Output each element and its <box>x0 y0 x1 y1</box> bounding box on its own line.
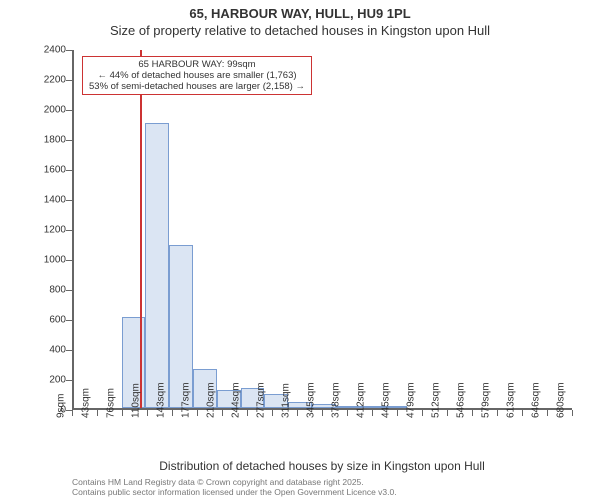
y-tick-mark <box>66 290 72 291</box>
title-line2: Size of property relative to detached ho… <box>0 23 600 38</box>
y-tick-label: 200 <box>26 375 66 386</box>
y-tick-mark <box>66 140 72 141</box>
y-tick-label: 1800 <box>26 135 66 146</box>
title-block: 65, HARBOUR WAY, HULL, HU9 1PL Size of p… <box>0 6 600 38</box>
x-tick-label: 110sqm <box>131 383 142 418</box>
y-tick-mark <box>66 320 72 321</box>
x-tick-label: 646sqm <box>531 382 542 418</box>
x-axis-label: Distribution of detached houses by size … <box>72 459 572 473</box>
x-tick-mark <box>347 410 348 416</box>
x-tick-mark <box>247 410 248 416</box>
y-tick-label: 2000 <box>26 105 66 116</box>
annotation-box: 65 HARBOUR WAY: 99sqm ← 44% of detached … <box>82 56 312 95</box>
footer-line1: Contains HM Land Registry data © Crown c… <box>72 477 397 487</box>
x-tick-label: 311sqm <box>281 383 292 418</box>
chart-container: 65, HARBOUR WAY, HULL, HU9 1PL Size of p… <box>0 0 600 500</box>
x-tick-mark <box>372 410 373 416</box>
y-tick-label: 2400 <box>26 45 66 56</box>
x-tick-mark <box>97 410 98 416</box>
x-tick-label: 210sqm <box>206 382 217 418</box>
x-tick-label: 613sqm <box>506 382 517 418</box>
y-tick-mark <box>66 50 72 51</box>
x-tick-label: 378sqm <box>331 382 342 418</box>
x-tick-label: 512sqm <box>431 382 442 418</box>
x-tick-mark <box>422 410 423 416</box>
x-tick-label: 143sqm <box>156 382 167 418</box>
x-tick-label: 479sqm <box>406 382 417 418</box>
annotation-line1: 65 HARBOUR WAY: 99sqm <box>89 59 305 70</box>
x-tick-label: 277sqm <box>256 382 267 418</box>
x-tick-label: 680sqm <box>556 382 567 418</box>
x-tick-mark <box>172 410 173 416</box>
x-tick-label: 445sqm <box>381 382 392 418</box>
y-tick-mark <box>66 380 72 381</box>
x-tick-mark <box>72 410 73 416</box>
x-tick-label: 579sqm <box>481 382 492 418</box>
reference-line <box>140 50 142 408</box>
y-tick-mark <box>66 260 72 261</box>
histogram-bar <box>145 123 169 408</box>
x-tick-mark <box>272 410 273 416</box>
x-tick-mark <box>397 410 398 416</box>
x-tick-mark <box>122 410 123 416</box>
x-tick-mark <box>197 410 198 416</box>
y-tick-label: 1200 <box>26 225 66 236</box>
y-tick-label: 400 <box>26 345 66 356</box>
y-tick-label: 600 <box>26 315 66 326</box>
x-tick-mark <box>147 410 148 416</box>
x-tick-mark <box>572 410 573 416</box>
x-tick-mark <box>447 410 448 416</box>
y-tick-mark <box>66 350 72 351</box>
x-tick-label: 76sqm <box>106 388 117 418</box>
x-tick-mark <box>322 410 323 416</box>
x-tick-label: 244sqm <box>231 382 242 418</box>
y-tick-mark <box>66 230 72 231</box>
x-tick-mark <box>222 410 223 416</box>
x-tick-mark <box>522 410 523 416</box>
annotation-line2: ← 44% of detached houses are smaller (1,… <box>89 70 305 81</box>
plot-area: 65 HARBOUR WAY: 99sqm ← 44% of detached … <box>72 50 572 410</box>
x-tick-label: 43sqm <box>81 388 92 418</box>
x-tick-mark <box>472 410 473 416</box>
y-tick-mark <box>66 110 72 111</box>
x-tick-label: 177sqm <box>181 382 192 418</box>
x-tick-mark <box>297 410 298 416</box>
x-tick-mark <box>497 410 498 416</box>
y-tick-label: 800 <box>26 285 66 296</box>
y-tick-label: 1000 <box>26 255 66 266</box>
footer-line2: Contains public sector information licen… <box>72 487 397 497</box>
x-tick-label: 546sqm <box>456 382 467 418</box>
x-tick-label: 345sqm <box>306 382 317 418</box>
x-tick-label: 412sqm <box>356 382 367 418</box>
y-tick-label: 2200 <box>26 75 66 86</box>
y-tick-mark <box>66 80 72 81</box>
y-tick-label: 1400 <box>26 195 66 206</box>
x-tick-mark <box>547 410 548 416</box>
y-tick-mark <box>66 170 72 171</box>
annotation-line3: 53% of semi-detached houses are larger (… <box>89 81 305 92</box>
y-tick-label: 1600 <box>26 165 66 176</box>
x-tick-label: 9sqm <box>56 394 67 418</box>
y-tick-mark <box>66 200 72 201</box>
footer: Contains HM Land Registry data © Crown c… <box>72 477 397 497</box>
title-line1: 65, HARBOUR WAY, HULL, HU9 1PL <box>0 6 600 21</box>
